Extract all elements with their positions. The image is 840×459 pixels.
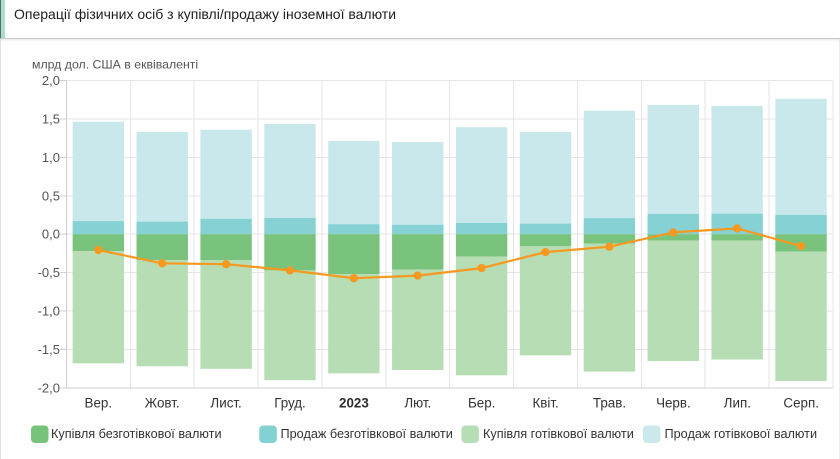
- svg-text:Бер.: Бер.: [468, 395, 495, 410]
- svg-text:2,0: 2,0: [42, 73, 60, 88]
- svg-text:Лип.: Лип.: [724, 395, 751, 410]
- svg-text:-1,0: -1,0: [38, 304, 60, 319]
- svg-text:Трав.: Трав.: [593, 395, 626, 410]
- svg-text:0,0: 0,0: [42, 227, 60, 242]
- svg-text:1,5: 1,5: [42, 111, 60, 126]
- svg-text:Серп.: Серп.: [783, 395, 819, 410]
- svg-text:-0,5: -0,5: [38, 265, 60, 280]
- svg-text:Жовт.: Жовт.: [145, 395, 180, 410]
- svg-text:Продаж безготівкової валюти: Продаж безготівкової валюти: [281, 427, 453, 441]
- svg-text:Вер.: Вер.: [85, 395, 113, 410]
- svg-text:Лист.: Лист.: [210, 395, 241, 410]
- svg-text:2023: 2023: [339, 395, 369, 410]
- svg-text:Продаж готівкової валюти: Продаж готівкової валюти: [665, 427, 818, 441]
- svg-text:Черв.: Черв.: [656, 395, 691, 410]
- svg-text:-2,0: -2,0: [38, 381, 60, 396]
- svg-text:-1,5: -1,5: [38, 342, 60, 357]
- svg-text:Купівля безготівкової валюти: Купівля безготівкової валюти: [51, 427, 222, 441]
- svg-text:млрд дол. США в еквіваленті: млрд дол. США в еквіваленті: [32, 58, 198, 72]
- svg-text:0,5: 0,5: [42, 188, 60, 203]
- svg-text:Квіт.: Квіт.: [532, 395, 558, 410]
- svg-text:Лют.: Лют.: [404, 395, 431, 410]
- svg-text:1,0: 1,0: [42, 150, 60, 165]
- svg-text:Груд.: Груд.: [274, 395, 306, 410]
- svg-text:Купівля готівкової валюти: Купівля готівкової валюти: [483, 427, 634, 441]
